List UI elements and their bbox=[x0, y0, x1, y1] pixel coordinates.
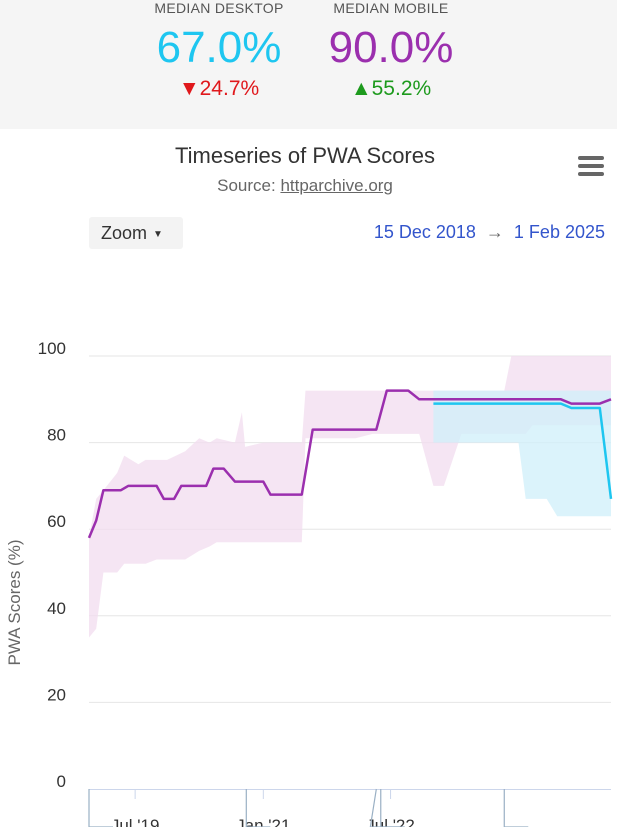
source-link[interactable]: httparchive.org bbox=[280, 176, 393, 195]
y-tick-label: 0 bbox=[57, 772, 66, 791]
x-tick-label: Jul '19 bbox=[111, 816, 160, 827]
x-tick-label: Jan '21 bbox=[236, 816, 290, 827]
timeseries-chart: 0 20 40 60 80 100 PWA Scores (%) Jul '19 Jan '21… bbox=[5, 339, 613, 827]
range-end[interactable]: 1 Feb 2025 bbox=[513, 222, 605, 242]
up-arrow-icon: ▲ bbox=[350, 77, 372, 100]
hamburger-menu-icon[interactable] bbox=[578, 156, 604, 178]
y-tick-label: 40 bbox=[47, 599, 66, 618]
source-label: Source: bbox=[217, 176, 276, 195]
annotation-flag-icon bbox=[380, 789, 405, 827]
y-tick-label: 20 bbox=[47, 685, 66, 704]
median-mobile-change: ▲55.2% bbox=[306, 76, 476, 102]
median-desktop-value: 67.0% bbox=[156, 23, 282, 72]
y-tick-label: 100 bbox=[38, 339, 66, 358]
band-desktop bbox=[433, 390, 611, 517]
median-desktop-change: ▼24.7% bbox=[134, 76, 304, 102]
down-arrow-icon: ▼ bbox=[178, 77, 200, 100]
x-tick-label: Jul '22 bbox=[366, 816, 415, 827]
chart-title: Timeseries of PWA Scores bbox=[175, 143, 435, 168]
median-mobile-value: 90.0% bbox=[328, 23, 454, 72]
series-line-desktop bbox=[433, 402, 613, 500]
median-mobile-change-value: 55.2% bbox=[371, 77, 432, 100]
annotation-flag-icon bbox=[503, 789, 529, 827]
caret-down-icon: ▼ bbox=[153, 229, 163, 240]
zoom-dropdown[interactable]: Zoom ▼ bbox=[89, 217, 183, 249]
y-tick-label: 80 bbox=[47, 426, 66, 445]
right-arrow-icon: → bbox=[485, 222, 504, 242]
annotation-flag-icon bbox=[88, 789, 113, 827]
series-line-mobile bbox=[87, 389, 612, 539]
zoom-label: Zoom bbox=[101, 223, 148, 243]
y-axis-title: PWA Scores (%) bbox=[5, 540, 24, 666]
range-start[interactable]: 15 Dec 2018 bbox=[373, 222, 476, 242]
median-desktop-change-value: 24.7% bbox=[199, 77, 260, 100]
date-range: 15 Dec 2018 → 1 Feb 2025 bbox=[374, 222, 605, 243]
median-desktop-label: MEDIAN DESKTOP bbox=[154, 0, 284, 16]
median-mobile-metric: MEDIAN MOBILE 90.0% ▲55.2% bbox=[306, 0, 476, 102]
summary-panel: MEDIAN DESKTOP 67.0% ▼24.7% MEDIAN MOBIL… bbox=[0, 0, 617, 129]
median-desktop-metric: MEDIAN DESKTOP 67.0% ▼24.7% bbox=[134, 0, 304, 102]
median-mobile-label: MEDIAN MOBILE bbox=[333, 0, 449, 16]
annotation-flag-icon bbox=[245, 789, 271, 827]
chart-subtitle: Source: httparchive.org bbox=[0, 176, 610, 196]
y-tick-label: 60 bbox=[47, 512, 66, 531]
annotation-flag-icon bbox=[369, 788, 401, 827]
